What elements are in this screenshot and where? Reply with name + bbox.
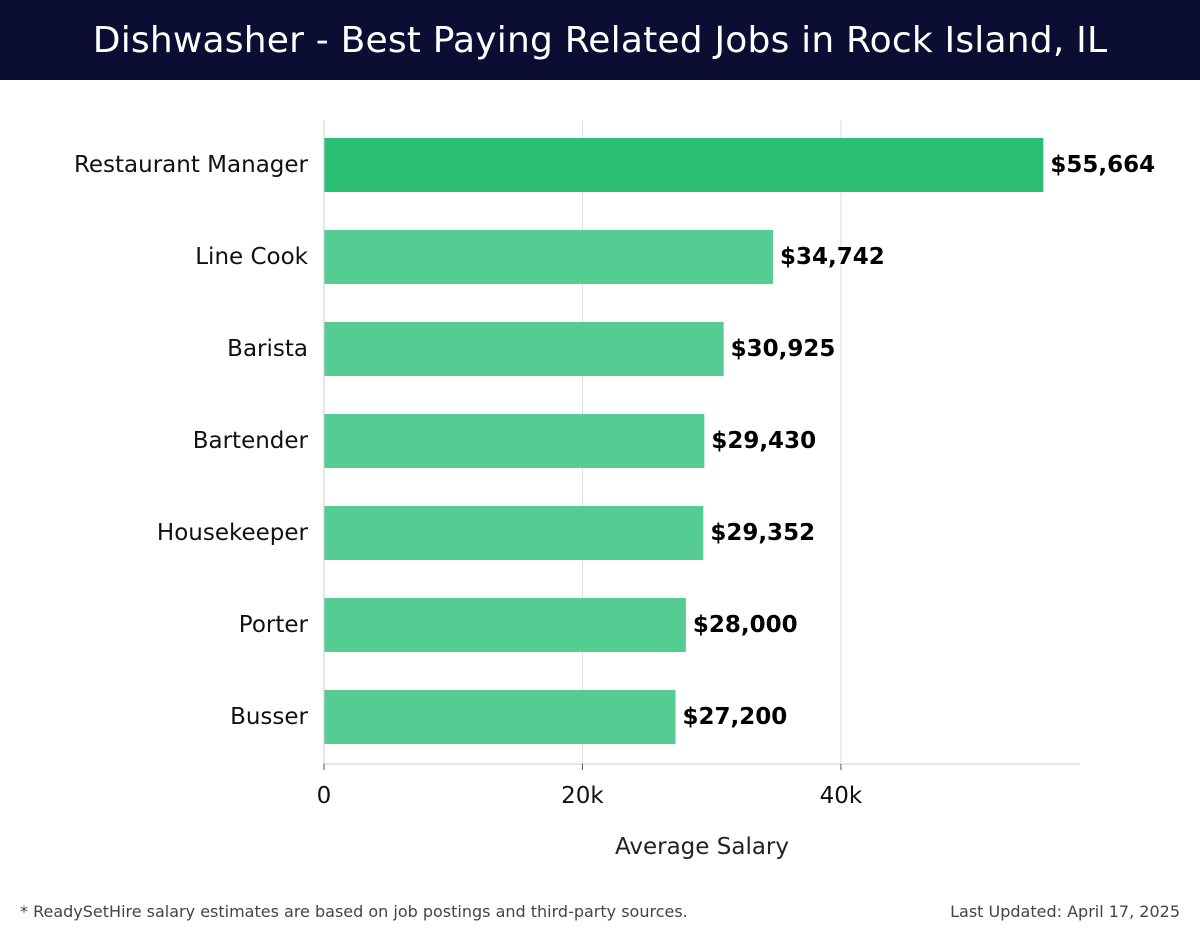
bar <box>324 138 1044 192</box>
value-labels: $55,664 $34,742 $30,925 $29,430 $29,352 $28,0… <box>683 152 1156 730</box>
category-label: Restaurant Manager <box>74 152 309 178</box>
value-label: $29,352 <box>710 520 815 546</box>
x-axis-title: Average Salary <box>615 834 789 860</box>
bar <box>324 322 724 376</box>
value-label: $29,430 <box>711 428 816 454</box>
x-axis: 0 20k 40k Average Salary <box>317 120 1080 860</box>
bar <box>324 230 773 284</box>
category-labels: Restaurant Manager Line Cook Barista Barten… <box>74 152 309 730</box>
x-tick-label: 0 <box>317 783 332 809</box>
x-tick-label: 20k <box>561 783 604 809</box>
category-label: Porter <box>239 612 309 638</box>
last-updated: Last Updated: April 17, 2025 <box>950 902 1180 921</box>
title-bar: Dishwasher - Best Paying Related Jobs in… <box>0 0 1200 80</box>
category-label: Bartender <box>193 428 309 454</box>
bar <box>324 506 704 560</box>
x-tick-label: 40k <box>820 783 863 809</box>
bar <box>324 598 686 652</box>
page-title: Dishwasher - Best Paying Related Jobs in… <box>92 19 1108 61</box>
value-label: $28,000 <box>693 612 798 638</box>
value-label: $27,200 <box>683 704 788 730</box>
category-label: Line Cook <box>195 244 308 270</box>
footnote: * ReadySetHire salary estimates are base… <box>20 902 688 921</box>
category-label: Housekeeper <box>157 520 309 546</box>
value-label: $30,925 <box>731 336 836 362</box>
salary-bar-chart: Restaurant Manager Line Cook Barista Barten… <box>74 120 1156 860</box>
category-label: Busser <box>230 704 308 730</box>
bars <box>324 138 1044 744</box>
bar <box>324 414 705 468</box>
value-label: $55,664 <box>1050 152 1155 178</box>
bar <box>324 690 676 744</box>
category-label: Barista <box>227 336 308 362</box>
value-label: $34,742 <box>780 244 885 270</box>
